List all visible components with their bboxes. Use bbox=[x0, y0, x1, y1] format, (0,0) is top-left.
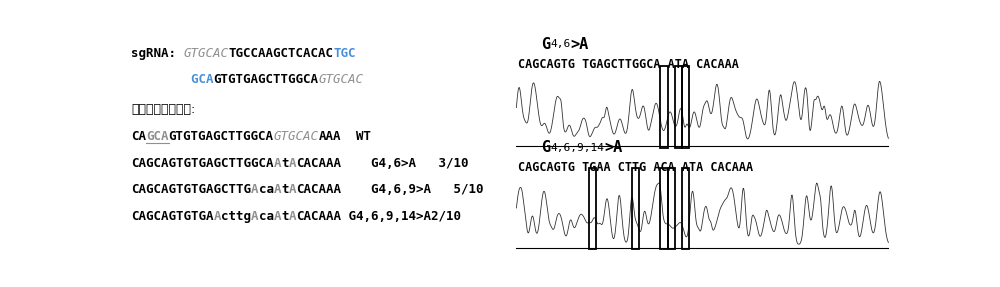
Text: 4,6: 4,6 bbox=[550, 39, 571, 49]
Text: CAGCAGTGTGA: CAGCAGTGTGA bbox=[131, 210, 214, 224]
Text: CA: CA bbox=[131, 129, 146, 143]
Text: A: A bbox=[274, 156, 281, 170]
Text: AAA: AAA bbox=[319, 129, 341, 143]
Text: TGCCAAGCTCACAC: TGCCAAGCTCACAC bbox=[229, 47, 334, 60]
Text: GTGCAC: GTGCAC bbox=[274, 129, 319, 143]
Text: GCA: GCA bbox=[146, 129, 169, 143]
Text: WT: WT bbox=[341, 129, 371, 143]
Text: GCA: GCA bbox=[131, 73, 214, 86]
Text: t: t bbox=[281, 183, 289, 197]
Text: A: A bbox=[289, 183, 296, 197]
Bar bbox=[632, 168, 639, 249]
Bar bbox=[682, 168, 689, 249]
Text: GTGCAC: GTGCAC bbox=[184, 47, 229, 60]
Bar bbox=[660, 168, 668, 249]
Text: A: A bbox=[251, 183, 259, 197]
Text: CACAAA: CACAAA bbox=[296, 210, 341, 224]
Text: TGC: TGC bbox=[334, 47, 356, 60]
Text: t: t bbox=[281, 210, 289, 224]
Text: G4,6>A   3/10: G4,6>A 3/10 bbox=[341, 156, 469, 170]
Text: 4,6,9,14: 4,6,9,14 bbox=[550, 143, 604, 153]
Text: GTGTGAGCTTGGCA: GTGTGAGCTTGGCA bbox=[214, 73, 319, 86]
Text: >A: >A bbox=[571, 37, 589, 52]
Text: >A: >A bbox=[604, 140, 623, 155]
Text: A: A bbox=[289, 210, 296, 224]
Text: 突变类型及其比例:: 突变类型及其比例: bbox=[131, 103, 195, 116]
Text: cttg: cttg bbox=[221, 210, 251, 224]
Text: G4,6,9,14>A2/10: G4,6,9,14>A2/10 bbox=[341, 210, 461, 224]
Text: G4,6,9>A   5/10: G4,6,9>A 5/10 bbox=[341, 183, 484, 197]
Text: A: A bbox=[274, 210, 281, 224]
Text: G: G bbox=[541, 37, 550, 52]
Text: ca: ca bbox=[259, 183, 274, 197]
Text: CAGCAGTGTGAGCTTG: CAGCAGTGTGAGCTTG bbox=[131, 183, 251, 197]
Text: CAGCAGTG TGAGCTTGGCA ATA CACAAA: CAGCAGTG TGAGCTTGGCA ATA CACAAA bbox=[518, 58, 739, 71]
Text: G: G bbox=[541, 140, 550, 155]
Bar bbox=[589, 168, 596, 249]
Text: CACAAA: CACAAA bbox=[296, 156, 341, 170]
Bar bbox=[682, 66, 689, 148]
Text: sgRNA:: sgRNA: bbox=[131, 47, 184, 60]
Text: A: A bbox=[214, 210, 221, 224]
Text: CAGCAGTG TGAA CTTG ACA ATA CACAAA: CAGCAGTG TGAA CTTG ACA ATA CACAAA bbox=[518, 161, 753, 174]
Text: A: A bbox=[251, 210, 259, 224]
Bar bbox=[660, 66, 668, 148]
Text: ca: ca bbox=[259, 210, 274, 224]
Text: GTGTGAGCTTGGCA: GTGTGAGCTTGGCA bbox=[169, 129, 274, 143]
Bar bbox=[668, 168, 675, 249]
Text: A: A bbox=[274, 183, 281, 197]
Bar bbox=[675, 66, 682, 148]
Text: CAGCAGTGTGAGCTTGGCA: CAGCAGTGTGAGCTTGGCA bbox=[131, 156, 274, 170]
Text: A: A bbox=[289, 156, 296, 170]
Text: CACAAA: CACAAA bbox=[296, 183, 341, 197]
Text: t: t bbox=[281, 156, 289, 170]
Text: GTGCAC: GTGCAC bbox=[319, 73, 364, 86]
